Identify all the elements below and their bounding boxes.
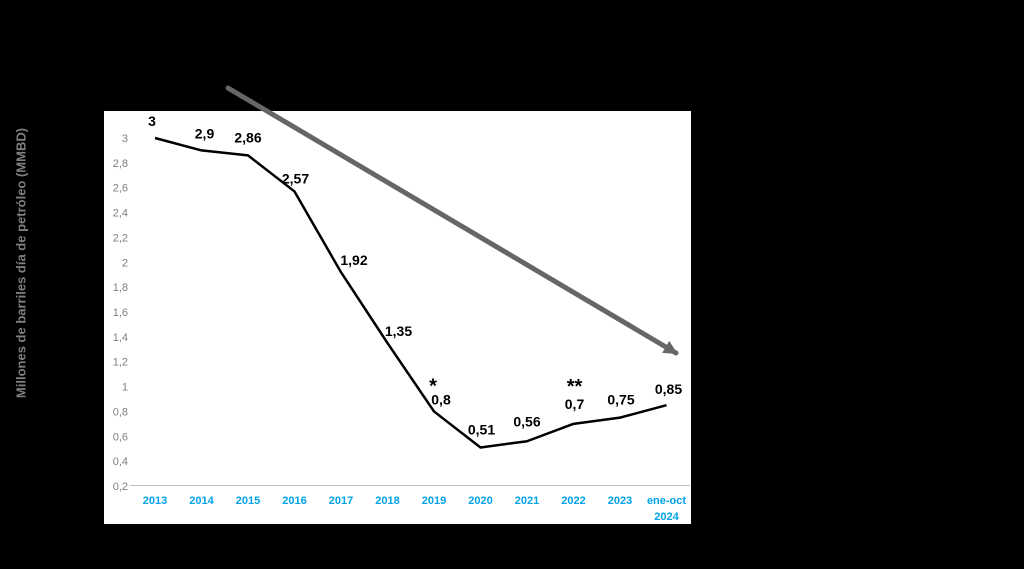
y-tick-label: 1,6 <box>113 307 128 319</box>
y-tick-label: 0,4 <box>113 456 128 468</box>
y-tick-label: 1,2 <box>113 357 128 369</box>
x-axis-label: 2015 <box>236 495 260 507</box>
data-series-line <box>154 136 667 449</box>
plot-area <box>104 111 691 524</box>
y-tick-label: 2,4 <box>113 208 128 220</box>
significance-marker: ** <box>567 376 583 398</box>
data-label: 0,8 <box>431 391 451 407</box>
y-tick-label: 2 <box>122 257 128 269</box>
x-axis-label: 2022 <box>561 495 585 507</box>
y-tick-label: 2,2 <box>113 232 128 244</box>
y-tick-label: 2,8 <box>113 158 128 170</box>
x-axis-label: 2016 <box>282 495 306 507</box>
y-tick-label: 0,6 <box>113 431 128 443</box>
data-label: 0,75 <box>607 392 634 408</box>
data-label: 0,85 <box>655 381 682 397</box>
x-axis-label: 2017 <box>329 495 353 507</box>
x-axis-label: 2013 <box>143 495 167 507</box>
y-tick-label: 2,6 <box>113 183 128 195</box>
y-tick-label: 0,2 <box>113 481 128 493</box>
x-axis-label: 2019 <box>422 495 446 507</box>
y-tick-label: 0,8 <box>113 406 128 418</box>
data-label: 2,86 <box>234 129 261 145</box>
data-label: 2,9 <box>195 125 215 141</box>
data-label: 0,7 <box>565 396 585 412</box>
data-label: 1,35 <box>385 323 412 339</box>
data-label: 0,51 <box>468 421 495 437</box>
significance-marker: * <box>429 375 437 397</box>
data-label: 2,57 <box>282 170 309 186</box>
x-axis-label: 2018 <box>375 495 399 507</box>
x-axis-label: 2023 <box>608 495 632 507</box>
y-tick-label: 1 <box>122 382 128 394</box>
y-tick-label: 1,8 <box>113 282 128 294</box>
x-axis-label: 2020 <box>468 495 492 507</box>
x-axis-label: 2021 <box>515 495 539 507</box>
data-label: 1,92 <box>340 252 367 268</box>
data-label: 0,56 <box>513 413 540 429</box>
y-tick-label: 3 <box>122 133 128 145</box>
x-axis-label: 2014 <box>189 495 214 507</box>
x-axis-label: ene-oct 2024 <box>647 495 686 523</box>
trend-arrow <box>225 85 679 356</box>
data-label: 3 <box>148 113 156 129</box>
y-tick-label: 1,4 <box>113 332 128 344</box>
